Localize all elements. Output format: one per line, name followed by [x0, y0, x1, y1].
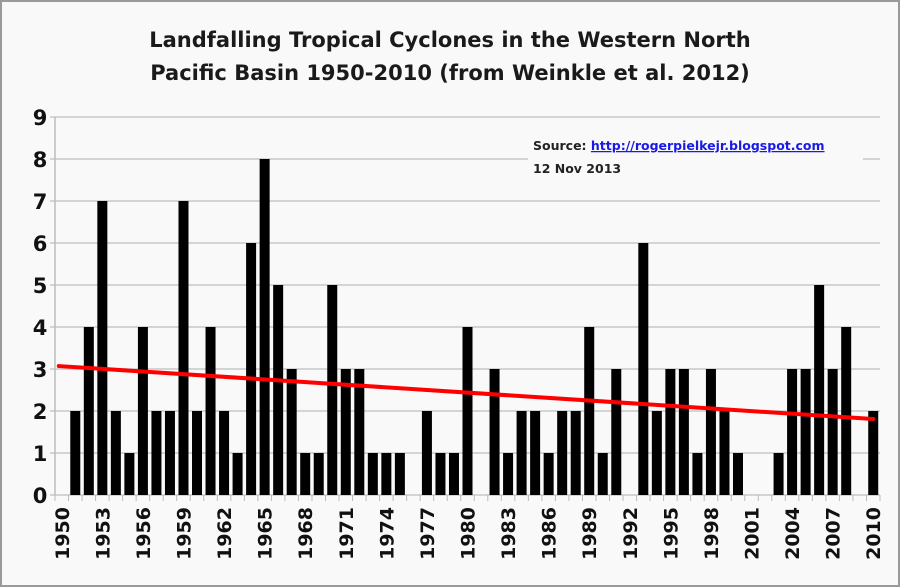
bar-1961	[205, 327, 216, 495]
annotation-date: 12 Nov 2013	[533, 161, 621, 176]
bar-2003	[773, 453, 784, 495]
chart-title-line-2: Pacific Basin 1950-2010 (from Weinkle et…	[150, 61, 750, 85]
bar-2004	[787, 369, 798, 495]
bar-1966	[273, 285, 284, 495]
x-tick-label: 1974	[376, 507, 398, 560]
bar-1962	[219, 411, 230, 495]
x-tick-label: 1998	[701, 507, 723, 560]
x-tick-label: 2010	[863, 507, 885, 560]
bar-2005	[800, 369, 811, 495]
y-tick-label: 4	[33, 316, 48, 340]
bar-2006	[814, 285, 825, 495]
bar-1984	[516, 411, 527, 495]
trend-line	[56, 364, 876, 421]
bar-1971	[340, 369, 351, 495]
x-tick-label: 2004	[782, 507, 804, 560]
x-tick-label: 1956	[133, 507, 155, 560]
bar-1958	[164, 411, 175, 495]
x-tick-label: 1959	[173, 507, 195, 560]
bar-1983	[503, 453, 514, 495]
x-tick-label: 1971	[336, 507, 358, 560]
bar-1954	[110, 411, 121, 495]
bar-1996	[678, 369, 689, 495]
bar-1953	[97, 201, 108, 495]
bar-1952	[83, 327, 94, 495]
y-tick-label: 1	[33, 442, 48, 466]
bar-2008	[841, 327, 852, 495]
bar-1980	[462, 327, 473, 495]
x-tick-label: 1962	[214, 507, 236, 560]
x-tick-label: 2001	[742, 507, 764, 560]
bar-1979	[448, 453, 459, 495]
bar-1974	[381, 453, 392, 495]
bar-1993	[638, 243, 649, 495]
bar-1960	[192, 411, 203, 495]
bar-1989	[584, 327, 595, 495]
bar-1959	[178, 201, 189, 495]
bar-1972	[354, 369, 365, 495]
bar-1967	[286, 369, 297, 495]
y-tick-label: 7	[33, 190, 48, 214]
x-tick-label: 1965	[255, 507, 277, 560]
bar-1970	[327, 285, 338, 495]
x-tick-label: 1980	[458, 507, 480, 560]
source-link[interactable]: http://rogerpielkejr.blogspot.com	[591, 138, 825, 153]
x-tick-label: 1995	[660, 507, 682, 560]
y-tick-label: 9	[33, 106, 48, 130]
chart-title-line-1: Landfalling Tropical Cyclones in the Wes…	[149, 28, 750, 52]
y-tick-label: 2	[33, 400, 48, 424]
bar-1982	[489, 369, 500, 495]
bar-1969	[313, 453, 324, 495]
bar-1968	[300, 453, 311, 495]
y-tick-label: 6	[33, 232, 48, 256]
x-tick-label: 2007	[823, 507, 845, 560]
bar-1957	[151, 411, 162, 495]
x-tick-label: 1989	[579, 507, 601, 560]
x-tick-label: 1977	[417, 507, 439, 560]
x-tick-label: 1968	[295, 507, 317, 560]
y-tick-label: 3	[33, 358, 48, 382]
bar-1994	[651, 411, 662, 495]
x-tick-label: 1953	[92, 507, 114, 560]
bar-1988	[570, 411, 581, 495]
bar-1986	[543, 453, 554, 495]
bar-1978	[435, 453, 446, 495]
bar-1999	[719, 411, 730, 495]
bar-1985	[530, 411, 541, 495]
bar-1995	[665, 369, 676, 495]
x-tick-label: 1950	[52, 507, 74, 560]
bar-1991	[611, 369, 622, 495]
bar-1987	[557, 411, 568, 495]
annotation-background	[528, 132, 863, 176]
x-tick-label: 1992	[620, 507, 642, 560]
x-tick-label: 1986	[539, 507, 561, 560]
bar-1965	[259, 159, 270, 495]
bar-1998	[705, 369, 716, 495]
bar-1951	[70, 411, 81, 495]
source-label: Source:	[533, 138, 591, 153]
bar-1977	[421, 411, 432, 495]
bar-2010	[868, 411, 879, 495]
bar-1964	[246, 243, 257, 495]
y-tick-label: 5	[33, 274, 48, 298]
y-tick-label: 8	[33, 148, 48, 172]
bar-1997	[692, 453, 703, 495]
bar-2007	[827, 369, 838, 495]
bar-1955	[124, 453, 135, 495]
x-tick-label: 1983	[498, 507, 520, 560]
bar-2000	[732, 453, 743, 495]
bar-1973	[367, 453, 378, 495]
bar-1956	[137, 327, 148, 495]
y-tick-label: 0	[33, 484, 48, 508]
source-annotation: Source: http://rogerpielkejr.blogspot.co…	[533, 138, 825, 153]
bar-1990	[597, 453, 608, 495]
bar-1963	[232, 453, 243, 495]
bar-1975	[394, 453, 405, 495]
